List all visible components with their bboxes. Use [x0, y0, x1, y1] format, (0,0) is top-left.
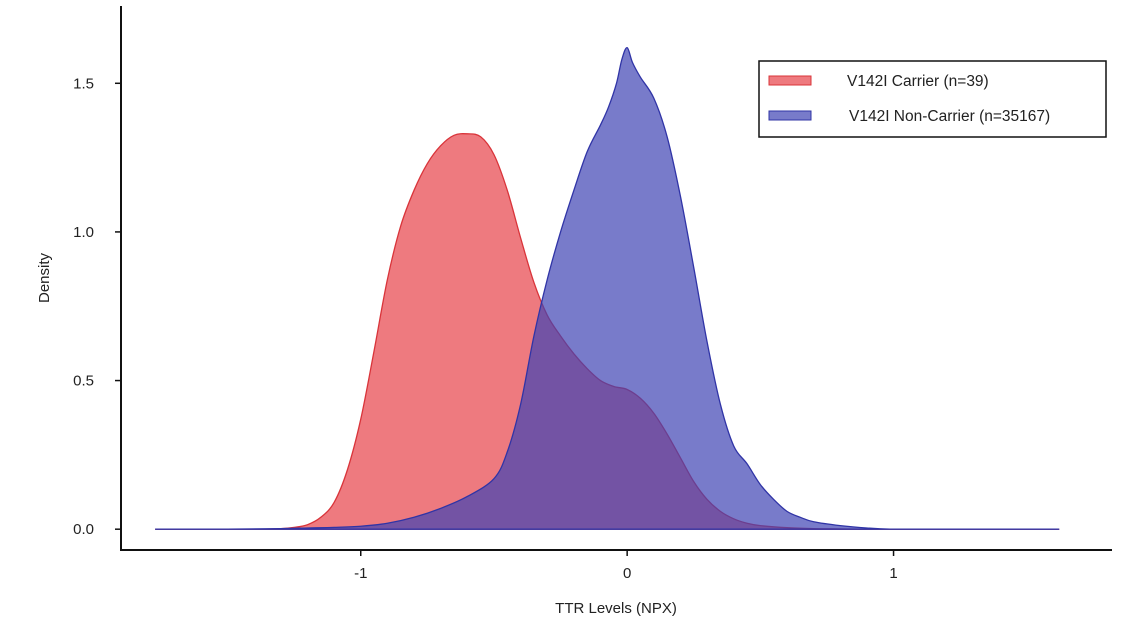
- legend-box: [758, 60, 1107, 138]
- x-tick-label: 0: [623, 565, 631, 582]
- x-axis-title: TTR Levels (NPX): [555, 600, 677, 617]
- y-tick-label: 0.0: [73, 521, 94, 538]
- y-axis-title: Density: [36, 252, 53, 303]
- legend-swatch-carrier: [768, 75, 812, 86]
- plot-area: [154, 46, 1060, 530]
- x-tick-label: -1: [354, 565, 367, 582]
- y-tick-label: 1.5: [73, 75, 94, 92]
- x-tick-label: 1: [889, 565, 897, 582]
- legend-swatch-non-carrier: [768, 110, 812, 121]
- y-tick-label: 0.5: [73, 373, 94, 390]
- y-tick-label: 1.0: [73, 224, 94, 241]
- x-ticks: -1 0 1: [354, 550, 898, 582]
- legend: V142I Carrier (n=39) V142I Non-Carrier (…: [758, 60, 1107, 138]
- legend-label-non-carrier: V142I Non-Carrier (n=35167): [849, 108, 1050, 125]
- non-carrier-density-area: [154, 46, 1060, 530]
- legend-label-carrier: V142I Carrier (n=39): [847, 73, 989, 90]
- y-ticks: 0.0 0.5 1.0 1.5: [73, 75, 121, 538]
